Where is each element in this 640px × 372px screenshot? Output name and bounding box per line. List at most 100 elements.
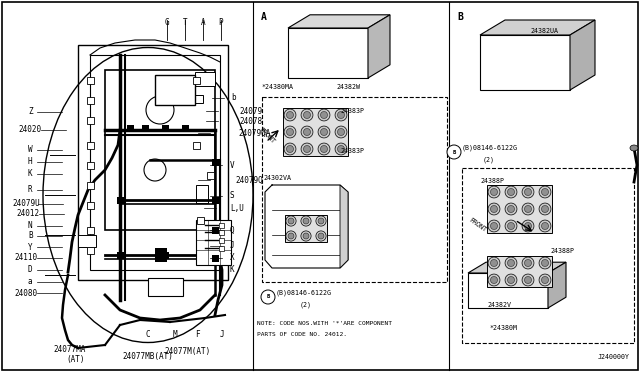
Ellipse shape <box>490 222 497 230</box>
Ellipse shape <box>525 222 531 230</box>
Bar <box>78 235 96 247</box>
Text: J240000Y: J240000Y <box>598 354 630 360</box>
Text: *24380MA: *24380MA <box>262 84 294 90</box>
Bar <box>195 95 203 103</box>
Ellipse shape <box>146 96 174 124</box>
Ellipse shape <box>630 145 638 151</box>
Bar <box>262 97 447 282</box>
Ellipse shape <box>335 143 347 155</box>
Ellipse shape <box>505 186 517 198</box>
Ellipse shape <box>287 128 294 135</box>
Polygon shape <box>570 20 595 90</box>
Ellipse shape <box>505 257 517 269</box>
Bar <box>196 185 208 203</box>
Ellipse shape <box>318 126 330 138</box>
Text: A: A <box>261 12 267 22</box>
Ellipse shape <box>301 216 311 226</box>
Text: 24079Q: 24079Q <box>235 176 263 185</box>
Text: K: K <box>230 266 234 275</box>
Bar <box>285 215 327 242</box>
Ellipse shape <box>508 276 515 283</box>
Ellipse shape <box>539 257 551 269</box>
Text: 24079QA: 24079QA <box>239 128 271 138</box>
Ellipse shape <box>284 143 296 155</box>
Bar <box>212 255 219 262</box>
Text: (2): (2) <box>300 302 312 308</box>
Ellipse shape <box>522 186 534 198</box>
Text: 24078: 24078 <box>239 116 262 125</box>
Ellipse shape <box>541 189 548 196</box>
Ellipse shape <box>316 231 326 241</box>
Polygon shape <box>480 20 595 35</box>
Ellipse shape <box>522 220 534 232</box>
Polygon shape <box>548 262 566 308</box>
Ellipse shape <box>288 233 294 239</box>
Text: L,U: L,U <box>230 203 244 212</box>
Ellipse shape <box>318 109 330 121</box>
Bar <box>87 202 94 209</box>
Ellipse shape <box>301 109 313 121</box>
Text: B: B <box>457 12 463 22</box>
Ellipse shape <box>505 220 517 232</box>
Ellipse shape <box>525 189 531 196</box>
Polygon shape <box>288 28 368 78</box>
Ellipse shape <box>488 203 500 215</box>
Text: K: K <box>28 170 33 179</box>
Ellipse shape <box>541 205 548 212</box>
Text: NOTE: CODE NOS.WITH '*'ARE COMPONENT: NOTE: CODE NOS.WITH '*'ARE COMPONENT <box>257 321 392 326</box>
Text: V: V <box>230 160 234 170</box>
Ellipse shape <box>539 274 551 286</box>
Ellipse shape <box>144 159 166 181</box>
Bar <box>155 248 167 262</box>
Bar <box>87 142 94 149</box>
Text: Q: Q <box>230 225 234 234</box>
Text: 24382UA: 24382UA <box>530 28 558 34</box>
Bar <box>487 256 552 287</box>
Text: 24388P: 24388P <box>550 248 574 254</box>
Ellipse shape <box>287 145 294 153</box>
Text: Y: Y <box>28 243 33 251</box>
Bar <box>155 75 195 105</box>
Bar <box>193 77 200 84</box>
Bar <box>148 278 183 296</box>
Ellipse shape <box>303 218 309 224</box>
Bar <box>105 70 215 230</box>
Ellipse shape <box>541 260 548 266</box>
Ellipse shape <box>316 216 326 226</box>
Text: 24077MA: 24077MA <box>54 345 86 354</box>
Bar <box>462 168 634 343</box>
Bar <box>87 77 94 84</box>
Bar <box>182 125 189 132</box>
Text: Z: Z <box>28 108 33 116</box>
Ellipse shape <box>539 186 551 198</box>
Text: 24383P: 24383P <box>340 108 364 114</box>
Bar <box>219 246 224 251</box>
Ellipse shape <box>287 112 294 119</box>
Ellipse shape <box>337 145 344 153</box>
Text: 24080: 24080 <box>14 289 37 298</box>
Text: 24077MB(AT): 24077MB(AT) <box>123 352 173 361</box>
Ellipse shape <box>490 189 497 196</box>
Text: (2): (2) <box>483 157 495 163</box>
Text: B: B <box>28 231 33 241</box>
Text: R: R <box>28 186 33 195</box>
Bar <box>212 197 219 204</box>
Polygon shape <box>468 262 566 273</box>
Bar <box>162 252 169 259</box>
Bar <box>197 217 204 224</box>
Text: 24077M(AT): 24077M(AT) <box>165 347 211 356</box>
Ellipse shape <box>286 231 296 241</box>
Ellipse shape <box>488 257 500 269</box>
Text: 24302VA: 24302VA <box>263 175 291 181</box>
Bar <box>127 125 134 132</box>
Text: FRONT: FRONT <box>468 217 488 233</box>
Bar <box>219 230 224 235</box>
Ellipse shape <box>261 290 275 304</box>
Bar <box>219 223 224 228</box>
Ellipse shape <box>508 222 515 230</box>
Bar <box>212 159 219 166</box>
Bar <box>87 117 94 124</box>
Ellipse shape <box>301 126 313 138</box>
Ellipse shape <box>301 143 313 155</box>
Polygon shape <box>368 15 390 78</box>
